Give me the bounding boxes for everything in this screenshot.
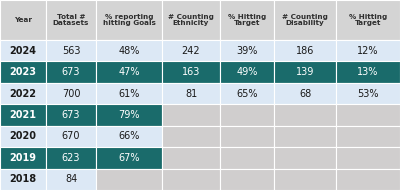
Bar (46, 169, 96, 190)
Bar (46, 83, 96, 104)
Text: 673: 673 (62, 67, 80, 77)
Text: 67%: 67% (118, 153, 140, 163)
Bar (220, 169, 274, 190)
Bar (96, 169, 162, 190)
Bar (0, 40, 46, 61)
Bar (46, 126, 96, 147)
Bar (220, 0, 274, 40)
Text: 66%: 66% (118, 131, 140, 141)
Bar (96, 83, 162, 104)
Text: 163: 163 (182, 67, 200, 77)
Text: 242: 242 (182, 46, 200, 56)
Bar (162, 61, 220, 83)
Bar (46, 40, 96, 61)
Text: # Counting
Disability: # Counting Disability (282, 13, 328, 26)
Bar (220, 83, 274, 104)
Text: 139: 139 (296, 67, 314, 77)
Bar (274, 0, 336, 40)
Text: % Hitting
Target: % Hitting Target (349, 13, 387, 26)
Bar (220, 126, 274, 147)
Text: 2024: 2024 (10, 46, 36, 56)
Bar (46, 0, 96, 40)
Text: % reporting
hitting Goals: % reporting hitting Goals (102, 13, 156, 26)
Bar (220, 61, 274, 83)
Bar (336, 169, 400, 190)
Bar (274, 169, 336, 190)
Bar (274, 147, 336, 169)
Text: 2023: 2023 (10, 67, 36, 77)
Text: 670: 670 (62, 131, 80, 141)
Text: 623: 623 (62, 153, 80, 163)
Text: 2020: 2020 (10, 131, 36, 141)
Bar (336, 83, 400, 104)
Bar (46, 104, 96, 126)
Bar (162, 169, 220, 190)
Text: Year: Year (14, 17, 32, 23)
Bar (162, 104, 220, 126)
Bar (162, 83, 220, 104)
Bar (162, 147, 220, 169)
Bar (96, 126, 162, 147)
Text: 53%: 53% (357, 89, 379, 98)
Bar (336, 0, 400, 40)
Text: 68: 68 (299, 89, 311, 98)
Text: 2018: 2018 (10, 174, 36, 184)
Text: 81: 81 (185, 89, 197, 98)
Bar (46, 147, 96, 169)
Bar (274, 61, 336, 83)
Text: 39%: 39% (236, 46, 258, 56)
Bar (0, 0, 46, 40)
Text: 673: 673 (62, 110, 80, 120)
Text: 65%: 65% (236, 89, 258, 98)
Text: 84: 84 (65, 174, 77, 184)
Bar (336, 126, 400, 147)
Bar (162, 126, 220, 147)
Bar (336, 40, 400, 61)
Bar (96, 147, 162, 169)
Bar (0, 126, 46, 147)
Bar (274, 104, 336, 126)
Bar (336, 104, 400, 126)
Text: 61%: 61% (118, 89, 140, 98)
Bar (274, 83, 336, 104)
Text: 49%: 49% (236, 67, 258, 77)
Bar (96, 104, 162, 126)
Bar (96, 61, 162, 83)
Bar (162, 0, 220, 40)
Bar (220, 40, 274, 61)
Text: 79%: 79% (118, 110, 140, 120)
Text: % Hitting
Target: % Hitting Target (228, 13, 266, 26)
Text: 48%: 48% (118, 46, 140, 56)
Bar (0, 169, 46, 190)
Text: Total #
Datasets: Total # Datasets (53, 13, 89, 26)
Bar (162, 40, 220, 61)
Bar (274, 40, 336, 61)
Bar (336, 61, 400, 83)
Text: 186: 186 (296, 46, 314, 56)
Text: 700: 700 (62, 89, 80, 98)
Bar (46, 61, 96, 83)
Text: 12%: 12% (357, 46, 379, 56)
Text: 2021: 2021 (10, 110, 36, 120)
Bar (274, 126, 336, 147)
Text: 47%: 47% (118, 67, 140, 77)
Bar (220, 104, 274, 126)
Text: # Counting
Ethnicity: # Counting Ethnicity (168, 13, 214, 26)
Text: 563: 563 (62, 46, 80, 56)
Bar (336, 147, 400, 169)
Bar (0, 147, 46, 169)
Text: 2019: 2019 (10, 153, 36, 163)
Bar (96, 0, 162, 40)
Bar (0, 104, 46, 126)
Text: 13%: 13% (357, 67, 379, 77)
Text: 2022: 2022 (10, 89, 36, 98)
Bar (220, 147, 274, 169)
Bar (0, 83, 46, 104)
Bar (0, 61, 46, 83)
Bar (96, 40, 162, 61)
